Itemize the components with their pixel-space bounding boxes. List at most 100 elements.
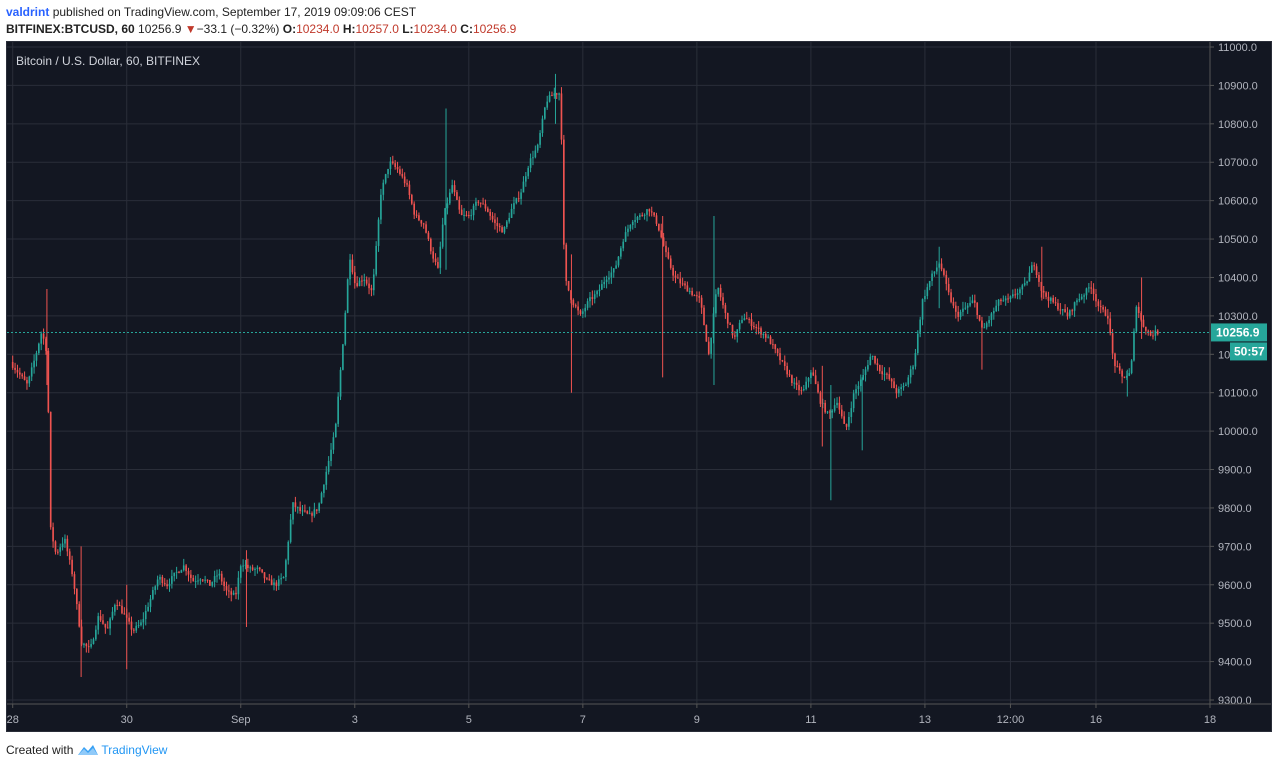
candle-body xyxy=(199,579,202,581)
candle-body xyxy=(268,578,271,580)
candle-body xyxy=(819,392,822,404)
last-price-tag: 10256.9 50:57 xyxy=(1211,323,1267,361)
candle-body xyxy=(1102,307,1104,310)
candle-body xyxy=(85,643,88,647)
x-tick-label: 3 xyxy=(352,714,358,726)
candle-body xyxy=(641,215,644,217)
chart-panel[interactable]: 9300.0 9400.0 9500.0 9600.0 9700.0 9800.0 9900… xyxy=(6,41,1272,732)
candle-body xyxy=(477,201,480,203)
candle-body xyxy=(280,578,282,580)
candle-body xyxy=(30,367,33,377)
candle-body xyxy=(653,212,655,216)
candle-body xyxy=(878,365,881,372)
candle-body xyxy=(681,283,684,285)
candle-body xyxy=(762,334,765,336)
candle-body xyxy=(767,336,769,338)
candle-body xyxy=(406,183,408,185)
candle-body xyxy=(97,616,100,630)
candle-body xyxy=(914,352,917,367)
candle-body xyxy=(71,559,73,575)
candle-body xyxy=(128,617,130,622)
candle-body xyxy=(1090,287,1093,289)
author-link[interactable]: valdrint xyxy=(6,5,50,19)
candle-body xyxy=(900,387,903,390)
candle-body xyxy=(249,567,252,569)
candle-body xyxy=(665,245,667,253)
candle-body xyxy=(800,390,803,392)
candle-body xyxy=(40,333,43,344)
y-tick-label: 10000.0 xyxy=(1218,426,1258,438)
candle-body xyxy=(717,287,720,295)
candle-body xyxy=(90,644,92,647)
high-label: H: xyxy=(342,22,356,36)
candle-body xyxy=(964,307,967,309)
candle-body xyxy=(375,245,377,275)
candle-body xyxy=(555,93,558,95)
candle-body xyxy=(142,619,145,623)
candle-body xyxy=(1069,310,1071,317)
candle-body xyxy=(372,274,375,291)
candle-body xyxy=(973,300,976,303)
candle-body xyxy=(741,320,743,323)
candle-body xyxy=(886,373,888,375)
candle-body xyxy=(429,238,432,252)
candle-body xyxy=(579,310,582,314)
candlestick-chart[interactable]: 9300.0 9400.0 9500.0 9600.0 9700.0 9800.0 9900… xyxy=(7,42,1271,731)
candle-body xyxy=(520,192,522,199)
candle-body xyxy=(420,220,423,224)
candle-body xyxy=(612,268,615,273)
candle-body xyxy=(28,376,31,384)
candle-body xyxy=(111,611,114,619)
candle-body xyxy=(529,158,532,168)
candle-body xyxy=(180,570,183,573)
tradingview-brand[interactable]: TradingView xyxy=(77,743,167,757)
candle-body xyxy=(959,311,962,317)
candle-body xyxy=(1130,360,1133,374)
high-value: 10257.0 xyxy=(355,22,399,36)
candle-body xyxy=(985,323,988,328)
candle-body xyxy=(358,280,361,287)
candle-body xyxy=(156,579,159,587)
x-tick-label: 5 xyxy=(466,714,472,726)
footer: Created with TradingView xyxy=(6,743,167,757)
candle-body xyxy=(707,341,710,354)
candle-body xyxy=(952,301,955,306)
candle-body xyxy=(401,173,404,177)
candle-body xyxy=(584,307,587,312)
candle-body xyxy=(881,371,883,375)
candle-body xyxy=(16,369,19,373)
candle-body xyxy=(1109,318,1112,334)
candle-body xyxy=(505,221,508,227)
candle-body xyxy=(76,588,78,605)
open-label: O: xyxy=(282,22,297,36)
candle-body xyxy=(608,277,610,280)
candle-body xyxy=(1116,366,1119,368)
candle-body xyxy=(118,605,121,607)
candle-body xyxy=(116,605,119,607)
chart-title: Bitcoin / U.S. Dollar, 60, BITFINEX xyxy=(16,54,200,68)
candle-body xyxy=(230,591,233,595)
candle-body xyxy=(724,305,727,313)
candle-body xyxy=(848,416,850,427)
candle-body xyxy=(1099,306,1102,308)
candle-body xyxy=(560,93,563,140)
candle-body xyxy=(565,244,568,281)
candle-body xyxy=(479,202,482,204)
x-tick-label: 18 xyxy=(1204,714,1216,726)
candle-body xyxy=(68,551,71,560)
candle-body xyxy=(719,287,722,298)
y-tick-label: 11000.0 xyxy=(1218,42,1257,54)
candle-body xyxy=(812,372,815,376)
candle-body xyxy=(902,385,905,388)
candle-body xyxy=(289,519,292,542)
low-label: L: xyxy=(402,22,414,36)
candle-body xyxy=(237,577,240,595)
candle-body xyxy=(1028,272,1031,282)
x-tick-label: 16 xyxy=(1090,714,1102,726)
candle-body xyxy=(983,327,986,329)
candle-body xyxy=(1009,296,1012,299)
candle-body xyxy=(950,292,952,302)
candle-body xyxy=(826,411,829,413)
candle-body xyxy=(624,232,627,242)
candle-body xyxy=(1080,296,1083,300)
